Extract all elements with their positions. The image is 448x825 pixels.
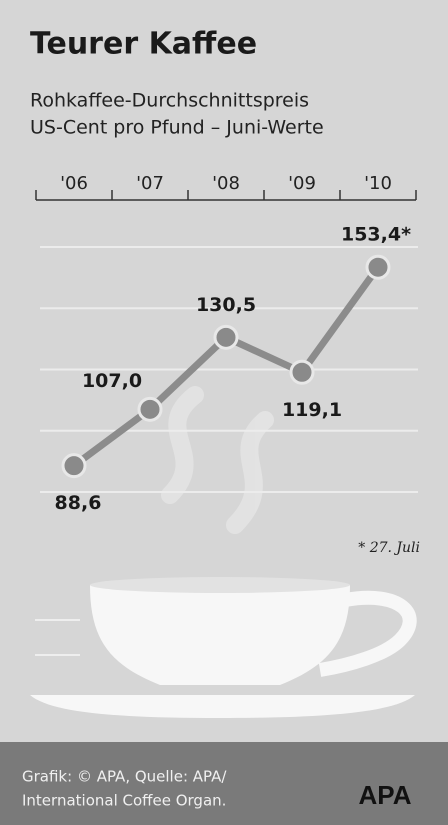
logo: APA [359,780,412,810]
subtitle: US-Cent pro Pfund – Juni-Werte [30,117,324,139]
plot: '06 '07 '08 '09 '10 88,6 107,0 130,5 119,1 153,4* [35,173,418,514]
data-label: 153,4* [341,224,411,246]
cup-body [90,585,350,685]
source: Grafik: © APA, Quelle: APA/ [22,768,227,786]
data-point [137,396,163,422]
x-tick-label: '06 [60,173,88,194]
data-label: 88,6 [55,492,102,514]
cup-handle [318,590,417,677]
data-label: 107,0 [82,370,142,392]
steam [161,386,274,534]
steam-swirl [161,386,204,504]
data-point [61,453,87,479]
chart-title: Teurer Kaffee [30,27,257,62]
data-label: 119,1 [282,399,342,421]
data-point [213,324,239,350]
saucer [30,695,415,718]
footnote: * 27. Juli [358,540,420,556]
subtitle: Rohkaffee-Durchschnittspreis [30,90,309,112]
cup [30,577,417,718]
x-tick-label: '09 [288,173,316,194]
x-tick-label: '10 [364,173,392,194]
source: International Coffee Organ. [22,792,226,810]
x-tick-label: '08 [212,173,240,194]
x-tick-label: '07 [136,173,164,194]
steam-swirl [226,411,274,534]
data-label: 130,5 [196,294,256,316]
cup-rim [90,577,350,593]
footer [0,742,448,825]
data-point [365,254,391,280]
data-point [289,359,315,385]
